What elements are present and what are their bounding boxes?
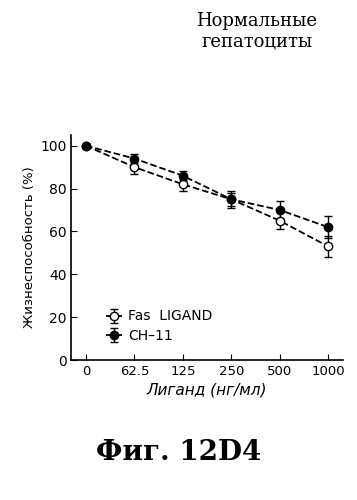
Text: гепатоциты: гепатоциты bbox=[201, 32, 313, 50]
Y-axis label: Жизнеспособность (%): Жизнеспособность (%) bbox=[23, 166, 36, 328]
Legend: Fas  LIGAND, CH–11: Fas LIGAND, CH–11 bbox=[100, 304, 218, 348]
X-axis label: Лиганд (нг/мл): Лиганд (нг/мл) bbox=[147, 382, 267, 397]
Text: Фиг. 12D4: Фиг. 12D4 bbox=[96, 439, 261, 466]
Text: Нормальные: Нормальные bbox=[197, 12, 317, 30]
